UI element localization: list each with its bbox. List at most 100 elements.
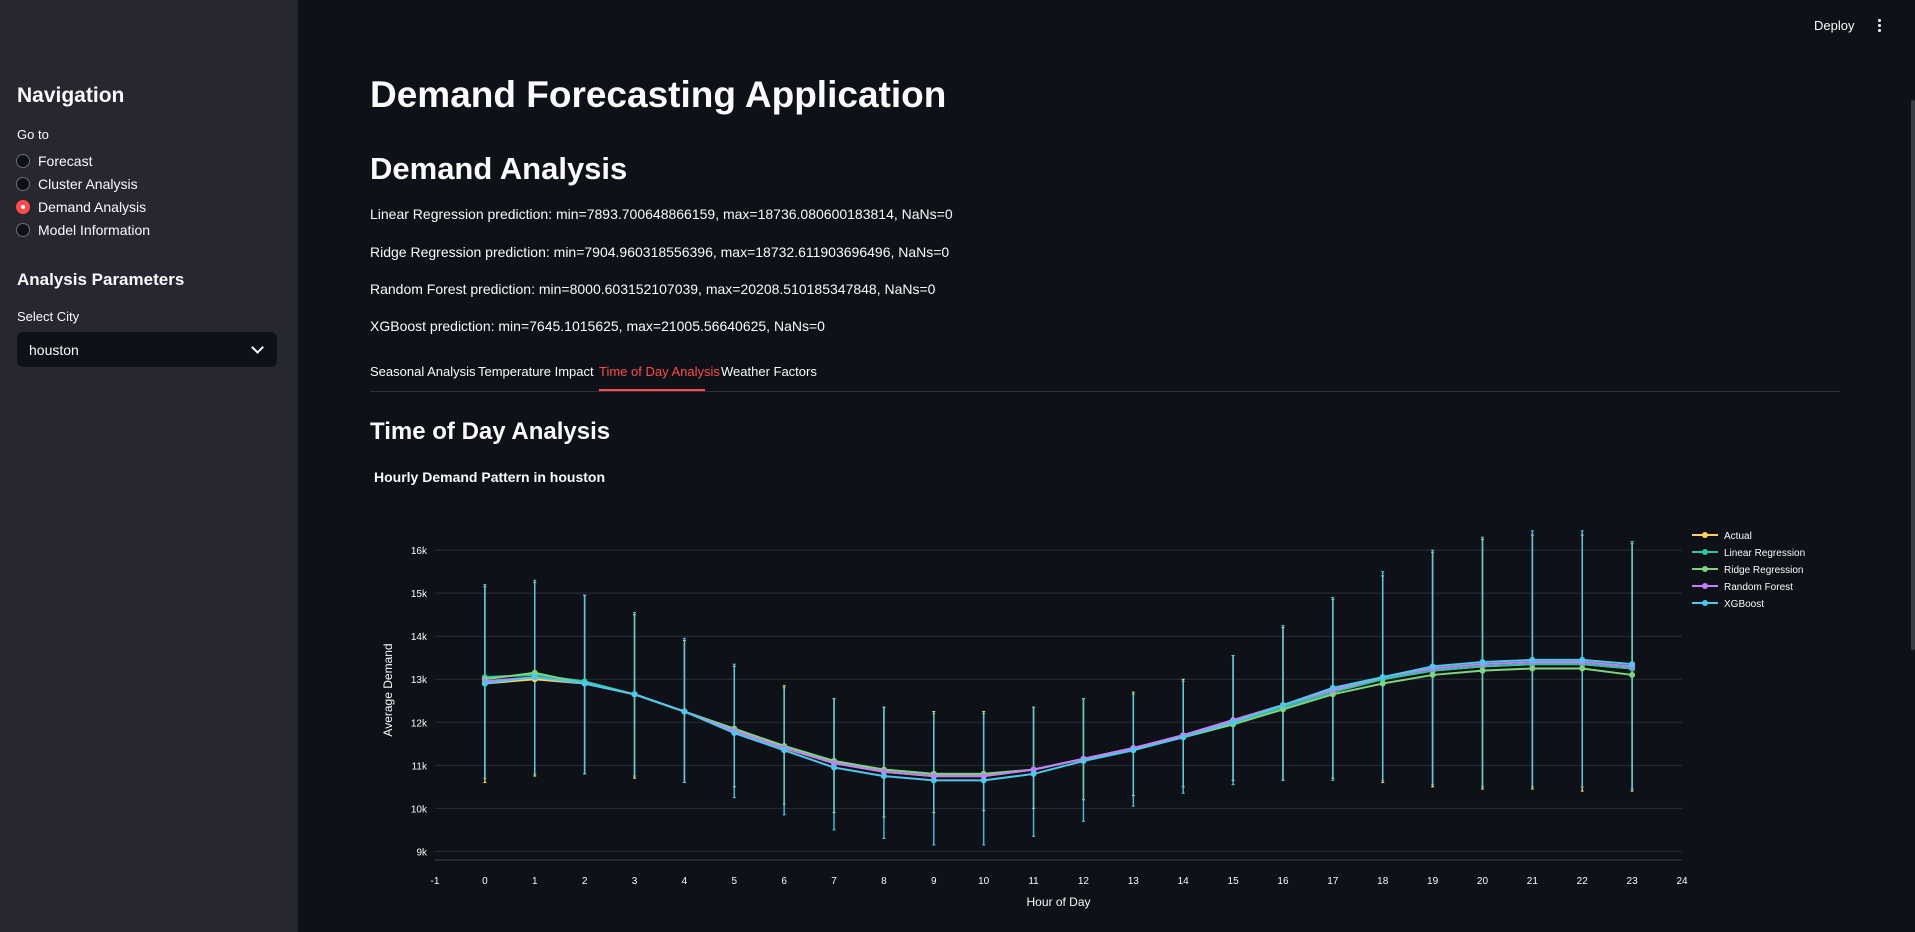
x-tick-label: 5 — [731, 876, 737, 887]
active-tab-indicator — [599, 389, 705, 391]
data-point-xgboost — [631, 691, 638, 698]
x-tick-label: 10 — [978, 876, 990, 887]
legend-label: Actual — [1724, 531, 1752, 542]
data-point-xgboost — [1379, 674, 1386, 681]
data-point-xgboost — [880, 773, 887, 780]
x-tick-label: 20 — [1477, 876, 1489, 887]
x-tick-label: 13 — [1128, 876, 1140, 887]
y-tick-label: 12k — [411, 718, 428, 729]
x-tick-label: 18 — [1377, 876, 1389, 887]
data-point-xgboost — [1130, 747, 1137, 754]
tab-time-of-day-analysis[interactable]: Time of Day Analysis — [599, 364, 720, 379]
data-point-ridge-regression — [1529, 665, 1536, 672]
data-point-xgboost — [581, 680, 588, 687]
data-point-xgboost — [1579, 656, 1586, 663]
data-point-ridge-regression — [531, 669, 538, 676]
radio-circle-icon — [16, 154, 30, 168]
data-point-xgboost — [1279, 702, 1286, 709]
radio-circle-icon — [16, 177, 30, 191]
radio-label: Cluster Analysis — [38, 176, 138, 192]
y-tick-label: 13k — [411, 675, 428, 686]
data-point-random-forest — [930, 773, 937, 780]
legend-marker — [1702, 600, 1708, 606]
tab-temperature-impact[interactable]: Temperature Impact — [478, 364, 594, 379]
tab-weather-factors[interactable]: Weather Factors — [721, 364, 817, 379]
page-title: Demand Forecasting Application — [370, 74, 947, 115]
sidebar-title: Navigation — [17, 84, 125, 107]
data-point-xgboost — [1629, 661, 1636, 668]
data-point-xgboost — [1230, 719, 1237, 726]
data-point-xgboost — [731, 730, 738, 737]
radio-circle-icon — [16, 223, 30, 237]
x-tick-label: 21 — [1527, 876, 1539, 887]
x-tick-label: 0 — [482, 876, 488, 887]
scrollbar[interactable] — [1911, 100, 1915, 650]
legend-marker — [1702, 566, 1708, 572]
legend-marker — [1702, 583, 1708, 589]
data-point-xgboost — [781, 747, 788, 754]
data-point-ridge-regression — [1429, 671, 1436, 678]
y-tick-label: 9k — [416, 847, 428, 858]
data-point-xgboost — [681, 708, 688, 715]
radio-label: Model Information — [38, 222, 151, 238]
x-tick-label: 4 — [682, 876, 688, 887]
data-point-random-forest — [1030, 766, 1037, 773]
radio-label: Demand Analysis — [38, 199, 147, 215]
data-point-xgboost — [1529, 656, 1536, 663]
goto-label: Go to — [17, 127, 49, 142]
data-point-xgboost — [531, 674, 538, 681]
data-point-xgboost — [1180, 734, 1187, 741]
legend-label: Random Forest — [1724, 582, 1793, 593]
deploy-button[interactable]: Deploy — [1814, 18, 1855, 33]
data-point-ridge-regression — [1379, 680, 1386, 687]
series-line-xgboost — [484, 658, 1633, 782]
legend-marker — [1702, 532, 1708, 538]
x-tick-label: 14 — [1178, 876, 1190, 887]
y-axis-label: Average Demand — [381, 643, 395, 736]
x-tick-label: 1 — [532, 876, 538, 887]
radio-cluster-analysis[interactable]: Cluster Analysis — [16, 173, 138, 195]
x-tick-label: 9 — [931, 876, 937, 887]
data-point-xgboost — [1329, 684, 1336, 691]
radio-forecast[interactable]: Forecast — [16, 150, 92, 172]
series-line-ridge-regression — [484, 667, 1633, 775]
chart-title: Hourly Demand Pattern in houston — [374, 469, 606, 485]
x-axis-label: Hour of Day — [1026, 895, 1090, 909]
more-menu-icon[interactable] — [1874, 16, 1884, 34]
tab-seasonal-analysis[interactable]: Seasonal Analysis — [370, 364, 476, 379]
section-title: Demand Analysis — [370, 151, 628, 186]
data-point-xgboost — [1030, 770, 1037, 777]
data-point-ridge-regression — [1479, 667, 1486, 674]
legend-label: XGBoost — [1724, 599, 1764, 610]
tab-bar: Seasonal Analysis Temperature Impact Tim… — [370, 360, 1840, 392]
data-point-ridge-regression — [1329, 691, 1336, 698]
prediction-stats-random-forest: Random Forest prediction: min=8000.60315… — [370, 281, 936, 297]
prediction-stats-ridge: Ridge Regression prediction: min=7904.96… — [370, 244, 950, 260]
data-point-random-forest — [831, 760, 838, 767]
radio-model-information[interactable]: Model Information — [16, 219, 150, 241]
radio-demand-analysis[interactable]: Demand Analysis — [16, 196, 146, 218]
x-tick-label: -1 — [431, 876, 440, 887]
city-select[interactable]: houston — [17, 332, 277, 367]
data-point-xgboost — [1429, 663, 1436, 670]
y-tick-label: 16k — [411, 546, 428, 557]
data-point-xgboost — [1479, 659, 1486, 666]
sidebar: Navigation Go to Forecast Cluster Analys… — [0, 0, 298, 932]
data-point-xgboost — [980, 777, 987, 784]
select-city-label: Select City — [17, 309, 80, 324]
data-point-xgboost — [831, 764, 838, 771]
x-tick-label: 7 — [831, 876, 837, 887]
x-tick-label: 6 — [781, 876, 787, 887]
x-tick-label: 15 — [1228, 876, 1240, 887]
y-tick-label: 11k — [412, 761, 428, 772]
y-tick-label: 14k — [411, 632, 428, 643]
x-tick-label: 2 — [582, 876, 588, 887]
series-line-linear-regression — [484, 663, 1633, 775]
x-tick-label: 8 — [881, 876, 887, 887]
x-tick-label: 12 — [1078, 876, 1090, 887]
data-point-xgboost — [1080, 758, 1087, 765]
prediction-stats-xgboost: XGBoost prediction: min=7645.1015625, ma… — [370, 318, 825, 334]
y-tick-label: 15k — [411, 589, 428, 600]
series-line-actual — [484, 663, 1633, 778]
